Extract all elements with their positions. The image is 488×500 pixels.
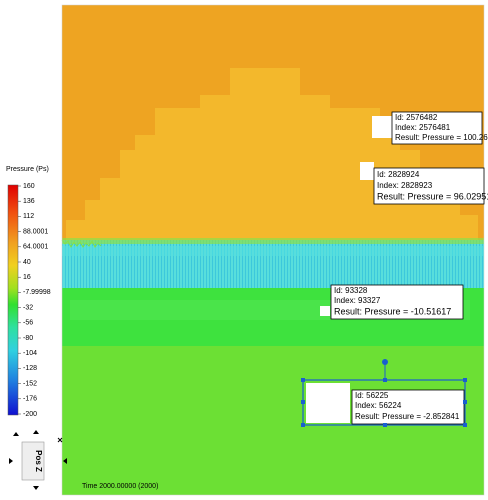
probe-index: Index: 93327 [334,296,381,305]
pick-marker [360,162,374,180]
probe-box [351,389,465,425]
resize-handle[interactable] [301,400,305,404]
resize-handle[interactable] [463,423,467,427]
legend-label: 64.0001 [23,244,48,251]
resize-handle[interactable] [463,400,467,404]
orientation-label: Pos Z [34,450,43,472]
mixing-band [62,240,484,290]
probe-id: Id: 2576482 [395,113,438,122]
resize-handle[interactable] [301,423,305,427]
probe-index: Index: 2576481 [395,123,451,132]
probe-result: Result: Pressure = 100.2678 [395,133,488,142]
legend-label: -32 [23,304,33,311]
orientation-widget: Pos Z [9,430,67,490]
probe-result: Result: Pressure = -2.852841 [355,412,460,421]
resize-handle[interactable] [383,378,387,382]
legend-label: 160 [23,183,35,190]
legend-label: 88.0001 [23,228,48,235]
legend-label: -176 [23,396,37,403]
probe-index: Index: 2828923 [377,181,433,190]
legend-label: -104 [23,350,37,357]
orientation-axis [57,437,63,443]
legend-label: -200 [23,411,37,418]
resize-handle[interactable] [463,378,467,382]
probe-id: Id: 93328 [334,286,368,295]
probe-label[interactable]: Id: 93328 Index: 93327 Result: Pressure … [330,284,464,320]
view-border [61,4,485,496]
legend-label: -128 [23,365,37,372]
time-label: Time 2000.00000 (2000) [82,483,158,490]
legend-label: -56 [23,320,33,327]
rotate-handle[interactable] [382,359,388,365]
legend-label: -7.99998 [23,289,51,296]
probe-box [391,111,483,145]
legend-label: 112 [23,213,34,220]
probe-id: Id: 56225 [355,391,389,400]
orientation-arrows[interactable] [9,430,67,490]
probe-label[interactable]: Id: 2828924 Index: 2828923 Result: Press… [373,167,488,205]
legend-label: 40 [23,259,31,266]
color-bar [7,184,19,416]
legend-label: 16 [23,274,31,281]
probe-result: Result: Pressure = -10.51617 [334,306,451,316]
probe-result: Result: Pressure = 96.02951 [377,191,488,201]
probe-index: Index: 56224 [355,401,402,410]
pick-marker [372,116,392,138]
legend: Pressure (Ps) 160 136 112 88.0001 64.0001 40 1… [6,166,51,418]
pick-marker [306,383,350,423]
probe-box [330,284,464,320]
pick-marker [320,306,330,316]
legend-label: 136 [23,198,35,205]
probe-id: Id: 2828924 [377,170,420,179]
probe-label[interactable]: Id: 2576482 Index: 2576481 Result: Press… [391,111,488,145]
band-top [62,238,484,244]
legend-label: -80 [23,335,33,342]
legend-title: Pressure (Ps) [6,166,49,173]
resize-handle[interactable] [301,378,305,382]
resize-handle[interactable] [383,423,387,427]
probe-label[interactable]: Id: 56225 Index: 56224 Result: Pressure … [301,359,467,427]
legend-label: -152 [23,380,37,387]
orientation-cube[interactable] [21,441,45,481]
probe-box [373,167,485,205]
